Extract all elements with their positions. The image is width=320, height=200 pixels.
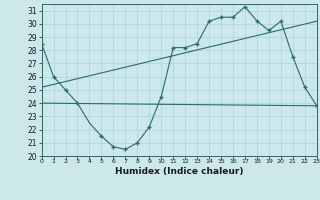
X-axis label: Humidex (Indice chaleur): Humidex (Indice chaleur) — [115, 167, 244, 176]
